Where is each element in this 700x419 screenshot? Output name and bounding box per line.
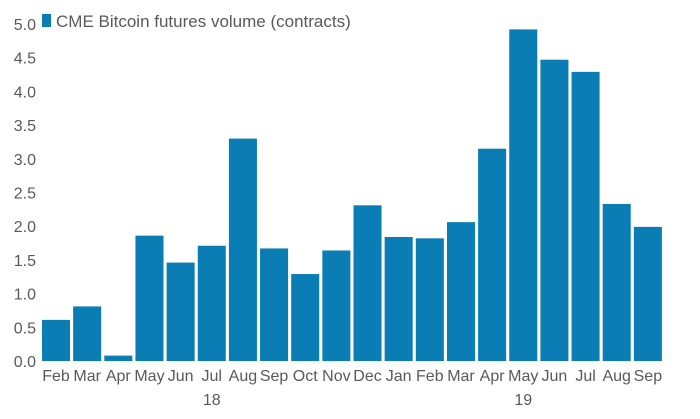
bar — [135, 235, 164, 361]
x-axis-ticks: Feb Mar Apr May Jun Jul Aug Sep Oct Nov Dec Jan Feb M… — [42, 368, 662, 385]
bar — [291, 274, 320, 361]
x-tick-label: Dec — [353, 368, 381, 385]
y-tick-label: 1.5 — [14, 253, 36, 270]
bar — [42, 319, 71, 361]
x-tick-label: Aug — [229, 368, 257, 385]
x-tick-label: Feb — [42, 368, 70, 385]
bar — [197, 245, 226, 361]
y-tick-label: 5.0 — [14, 17, 36, 34]
bar — [73, 306, 102, 361]
legend-label: CME Bitcoin futures volume (contracts) — [56, 12, 351, 31]
x-tick-label: Sep — [634, 368, 663, 385]
bar — [228, 138, 257, 361]
bars — [42, 29, 662, 361]
y-tick-label: 0.5 — [14, 320, 36, 337]
y-tick-label: 4.5 — [14, 51, 36, 68]
year-labels: 18 19 — [203, 392, 532, 409]
bar — [353, 205, 382, 361]
x-tick-label: May — [134, 368, 164, 385]
x-tick-label: Mar — [73, 368, 101, 385]
y-tick-label: 4.0 — [14, 84, 36, 101]
x-tick-label: Feb — [416, 368, 444, 385]
y-axis-ticks: 0.0 0.5 1.0 1.5 2.0 2.5 3.0 3.5 4.0 4.5 5.0 — [14, 17, 36, 371]
y-tick-label: 1.0 — [14, 287, 36, 304]
bar — [260, 248, 289, 361]
bar — [478, 148, 507, 361]
x-tick-label: Oct — [293, 368, 318, 385]
legend: CME Bitcoin futures volume (contracts) — [42, 12, 351, 31]
bar — [104, 355, 133, 361]
bar — [633, 226, 662, 361]
x-tick-label: Aug — [602, 368, 630, 385]
bar — [166, 262, 195, 361]
x-tick-label: Apr — [480, 368, 506, 385]
bar — [446, 222, 475, 361]
x-tick-label: Jun — [168, 368, 194, 385]
x-tick-label: Mar — [447, 368, 475, 385]
y-tick-label: 3.5 — [14, 118, 36, 135]
y-tick-label: 3.0 — [14, 152, 36, 169]
year-label: 19 — [514, 392, 532, 409]
bar — [384, 236, 413, 361]
y-tick-label: 2.0 — [14, 219, 36, 236]
x-tick-label: Jul — [202, 368, 222, 385]
y-tick-label: 2.5 — [14, 186, 36, 203]
bar — [571, 71, 600, 361]
x-tick-label: Sep — [260, 368, 289, 385]
x-tick-label: Jan — [386, 368, 412, 385]
y-tick-label: 0.0 — [14, 354, 36, 371]
bar — [509, 29, 538, 361]
x-tick-label: May — [508, 368, 538, 385]
bar — [602, 203, 631, 361]
x-tick-label: Jun — [542, 368, 568, 385]
bar — [322, 250, 351, 361]
x-tick-label: Apr — [106, 368, 132, 385]
x-tick-label: Jul — [575, 368, 595, 385]
legend-swatch — [42, 14, 51, 27]
bar — [415, 238, 444, 361]
x-tick-label: Nov — [322, 368, 350, 385]
bar — [540, 59, 569, 361]
year-label: 18 — [203, 392, 221, 409]
